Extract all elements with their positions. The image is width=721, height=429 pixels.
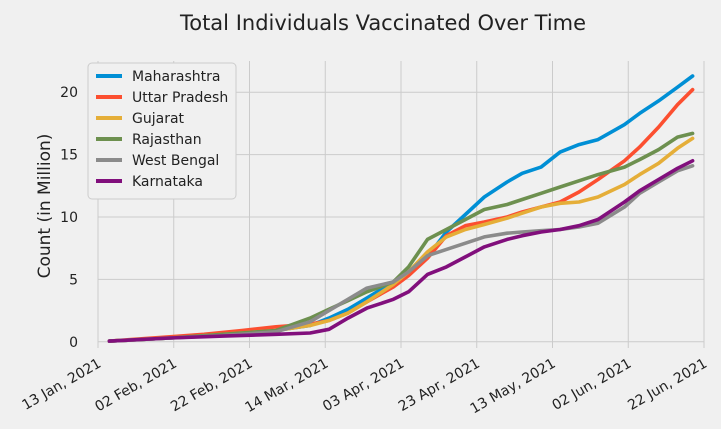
- y-tick-label: 15: [60, 148, 78, 164]
- legend-label-uttar-pradesh: Uttar Pradesh: [132, 90, 228, 106]
- legend-box: [87, 62, 237, 200]
- series-line-karnataka: [107, 159, 695, 343]
- legend-label-west-bengal: West Bengal: [132, 153, 219, 169]
- y-axis-ticks: 0 5 10 15 20: [60, 85, 78, 351]
- series-lines: [107, 74, 695, 343]
- y-tick-label: 10: [60, 210, 78, 226]
- y-tick-label: 5: [69, 272, 78, 288]
- legend-label-maharashtra: Maharashtra: [132, 69, 220, 85]
- legend-label-rajasthan: Rajasthan: [132, 132, 202, 148]
- y-axis-title: Count (in Million): [35, 134, 55, 279]
- chart-title: Total Individuals Vaccinated Over Time: [179, 11, 586, 35]
- y-tick-label: 0: [69, 335, 78, 351]
- series-line-west-bengal: [107, 164, 695, 343]
- legend-label-karnataka: Karnataka: [132, 174, 203, 190]
- legend: Maharashtra Uttar Pradesh Gujarat Rajasthan…: [87, 62, 237, 200]
- series-line-gujarat: [107, 136, 695, 343]
- series-line-uttar-pradesh: [107, 87, 695, 343]
- y-tick-label: 20: [60, 85, 78, 101]
- series-line-rajasthan: [107, 131, 695, 343]
- legend-label-gujarat: Gujarat: [132, 111, 185, 127]
